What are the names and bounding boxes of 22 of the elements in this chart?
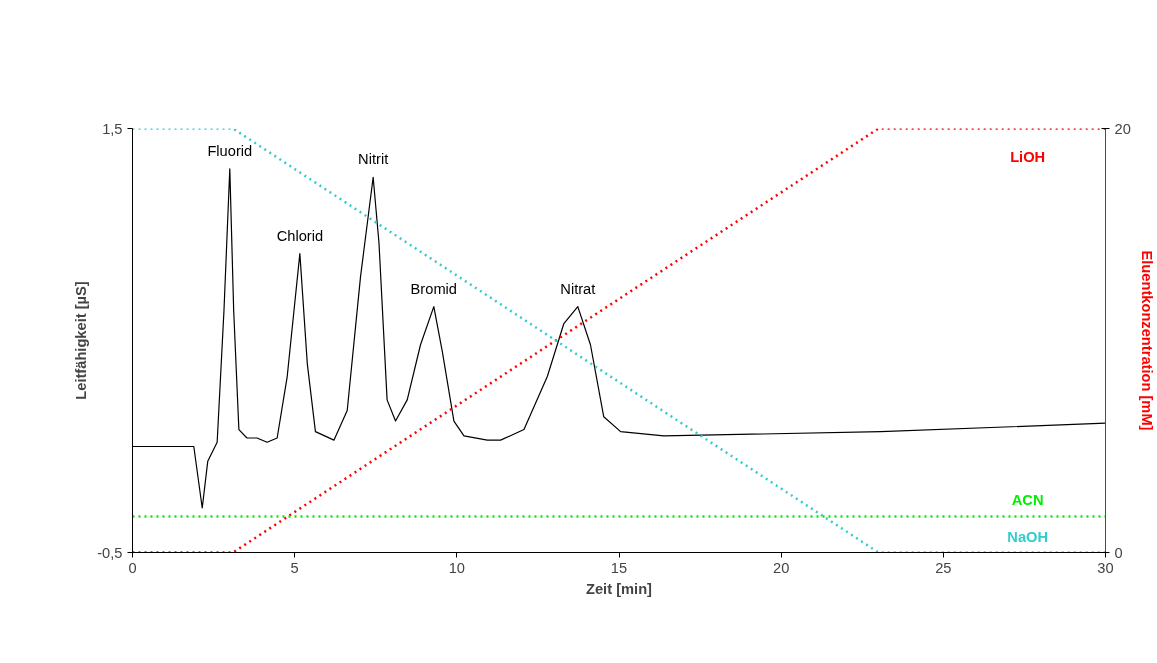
y-axis-title: Leitfähigkeit [µS] — [73, 281, 90, 400]
annotation: Nitrit — [358, 151, 389, 168]
series-label: LiOH — [1010, 148, 1046, 165]
x-axis-title: Zeit [min] — [586, 580, 653, 597]
series-label: NaOH — [1007, 528, 1049, 545]
x-tick-label: 10 — [448, 559, 465, 576]
y2-tick-label: 20 — [1114, 120, 1131, 137]
y-tick-label: 1,5 — [102, 120, 123, 137]
annotation: Chlorid — [276, 227, 324, 244]
series-label: ACN — [1011, 492, 1044, 509]
y2-tick-label: 0 — [1114, 544, 1123, 561]
annotation: Nitrat — [560, 280, 596, 297]
x-tick-label: 0 — [128, 559, 137, 576]
annotation: Fluorid — [207, 142, 253, 159]
y2-axis-title: Eluentkonzentration [mM] — [1138, 250, 1155, 431]
y-tick-label: -0,5 — [97, 544, 123, 561]
x-tick-label: 15 — [610, 559, 628, 576]
x-tick-label: 25 — [935, 559, 952, 576]
annotation: Bromid — [410, 280, 458, 297]
x-tick-label: 5 — [290, 559, 299, 576]
x-tick-label: 30 — [1097, 559, 1114, 576]
x-tick-label: 20 — [773, 559, 790, 576]
